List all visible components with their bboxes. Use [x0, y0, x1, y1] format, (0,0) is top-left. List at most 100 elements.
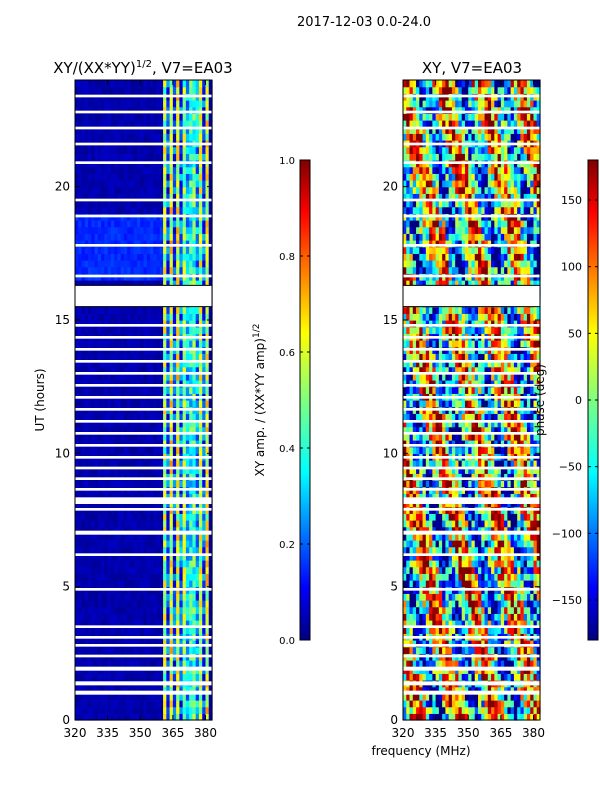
heatmap-cell [133, 433, 138, 441]
heatmap-cell [445, 713, 450, 721]
heatmap-cell [185, 320, 190, 328]
heatmap-cell [146, 433, 151, 441]
heatmap-cell [517, 706, 522, 714]
heatmap-cell [130, 326, 135, 334]
heatmap-cell [136, 546, 141, 554]
heatmap-cell [416, 640, 420, 648]
heatmap-cell [189, 433, 194, 441]
heatmap-cell [536, 660, 541, 668]
heatmap-cell [520, 640, 525, 648]
heatmap-cell [189, 173, 194, 181]
heatmap-cell [172, 320, 177, 328]
heatmap-cell [130, 80, 135, 88]
heatmap-cell [156, 280, 161, 288]
heatmap-cell [176, 146, 180, 154]
heatmap-cell [526, 706, 531, 714]
heatmap-cell [176, 266, 180, 274]
heatmap-cell [143, 306, 148, 314]
flag-gap [75, 142, 212, 146]
heatmap-cell [185, 413, 190, 421]
heatmap-cell [120, 440, 125, 448]
heatmap-cell [91, 353, 96, 361]
heatmap-cell [84, 560, 89, 568]
heatmap-cell [491, 713, 495, 721]
heatmap-cell [198, 566, 203, 574]
heatmap-cell [127, 606, 132, 614]
heatmap-cell [510, 693, 515, 701]
heatmap-cell [153, 386, 158, 394]
heatmap-cell [455, 693, 460, 701]
heatmap-cell [146, 320, 151, 328]
heatmap-cell [84, 260, 89, 268]
heatmap-cell [182, 533, 187, 541]
heatmap-cell [156, 173, 161, 181]
heatmap-cell [156, 613, 161, 621]
heatmap-cell [136, 540, 141, 548]
heatmap-cell [140, 573, 145, 581]
heatmap-cell [88, 553, 92, 561]
heatmap-cell [110, 626, 115, 634]
heatmap-cell [163, 400, 167, 408]
heatmap-cell [198, 146, 203, 154]
heatmap-cell [192, 380, 197, 388]
heatmap-cell [176, 126, 180, 134]
heatmap-cell [208, 120, 213, 128]
heatmap-cell [153, 420, 158, 428]
heatmap-cell [179, 180, 184, 188]
heatmap-cell [127, 473, 132, 481]
heatmap-cell [136, 553, 141, 561]
heatmap-cell [159, 566, 164, 574]
heatmap-cell [474, 593, 479, 601]
heatmap-cell [127, 646, 132, 654]
heatmap-cell [438, 713, 443, 721]
heatmap-cell [153, 573, 158, 581]
heatmap-cell [429, 700, 433, 708]
heatmap-cell [202, 120, 207, 128]
heatmap-cell [143, 640, 148, 648]
heatmap-cell [500, 693, 505, 701]
heatmap-cell [81, 460, 86, 468]
heatmap-cell [97, 700, 102, 708]
heatmap-cell [208, 360, 213, 368]
heatmap-cell [526, 600, 531, 608]
heatmap-cell [448, 700, 453, 708]
heatmap-cell [205, 693, 210, 701]
heatmap-cell [185, 106, 190, 114]
heatmap-cell [166, 360, 171, 368]
heatmap-cell [101, 553, 105, 561]
heatmap-cell [146, 580, 151, 588]
heatmap-cell [484, 600, 489, 608]
heatmap-cell [478, 660, 482, 668]
heatmap-cell [84, 540, 89, 548]
heatmap-cell [156, 113, 161, 121]
heatmap-cell [133, 466, 138, 474]
heatmap-cell [195, 613, 200, 621]
heatmap-cell [127, 420, 132, 428]
heatmap-cell [136, 360, 141, 368]
heatmap-cell [189, 113, 194, 121]
heatmap-cell [78, 426, 83, 434]
heatmap-cell [150, 460, 154, 468]
heatmap-cell [156, 693, 161, 701]
heatmap-cell [153, 686, 158, 694]
heatmap-cell [205, 560, 210, 568]
heatmap-cell [169, 546, 174, 554]
heatmap-cell [130, 526, 135, 534]
heatmap-cell [130, 120, 135, 128]
heatmap-cell [75, 386, 79, 394]
heatmap-cell [130, 413, 135, 421]
heatmap-cell [166, 693, 171, 701]
heatmap-cell [130, 106, 135, 114]
heatmap-cell [198, 233, 203, 241]
heatmap-cell [202, 646, 207, 654]
heatmap-cell [107, 593, 112, 601]
heatmap-cell [156, 546, 161, 554]
heatmap-cell [84, 513, 89, 521]
heatmap-cell [136, 373, 141, 381]
heatmap-cell [494, 593, 499, 601]
heatmap-cell [117, 113, 122, 121]
heatmap-cell [474, 626, 479, 634]
heatmap-cell [104, 660, 109, 668]
heatmap-cell [150, 433, 154, 441]
heatmap-cell [81, 566, 86, 574]
